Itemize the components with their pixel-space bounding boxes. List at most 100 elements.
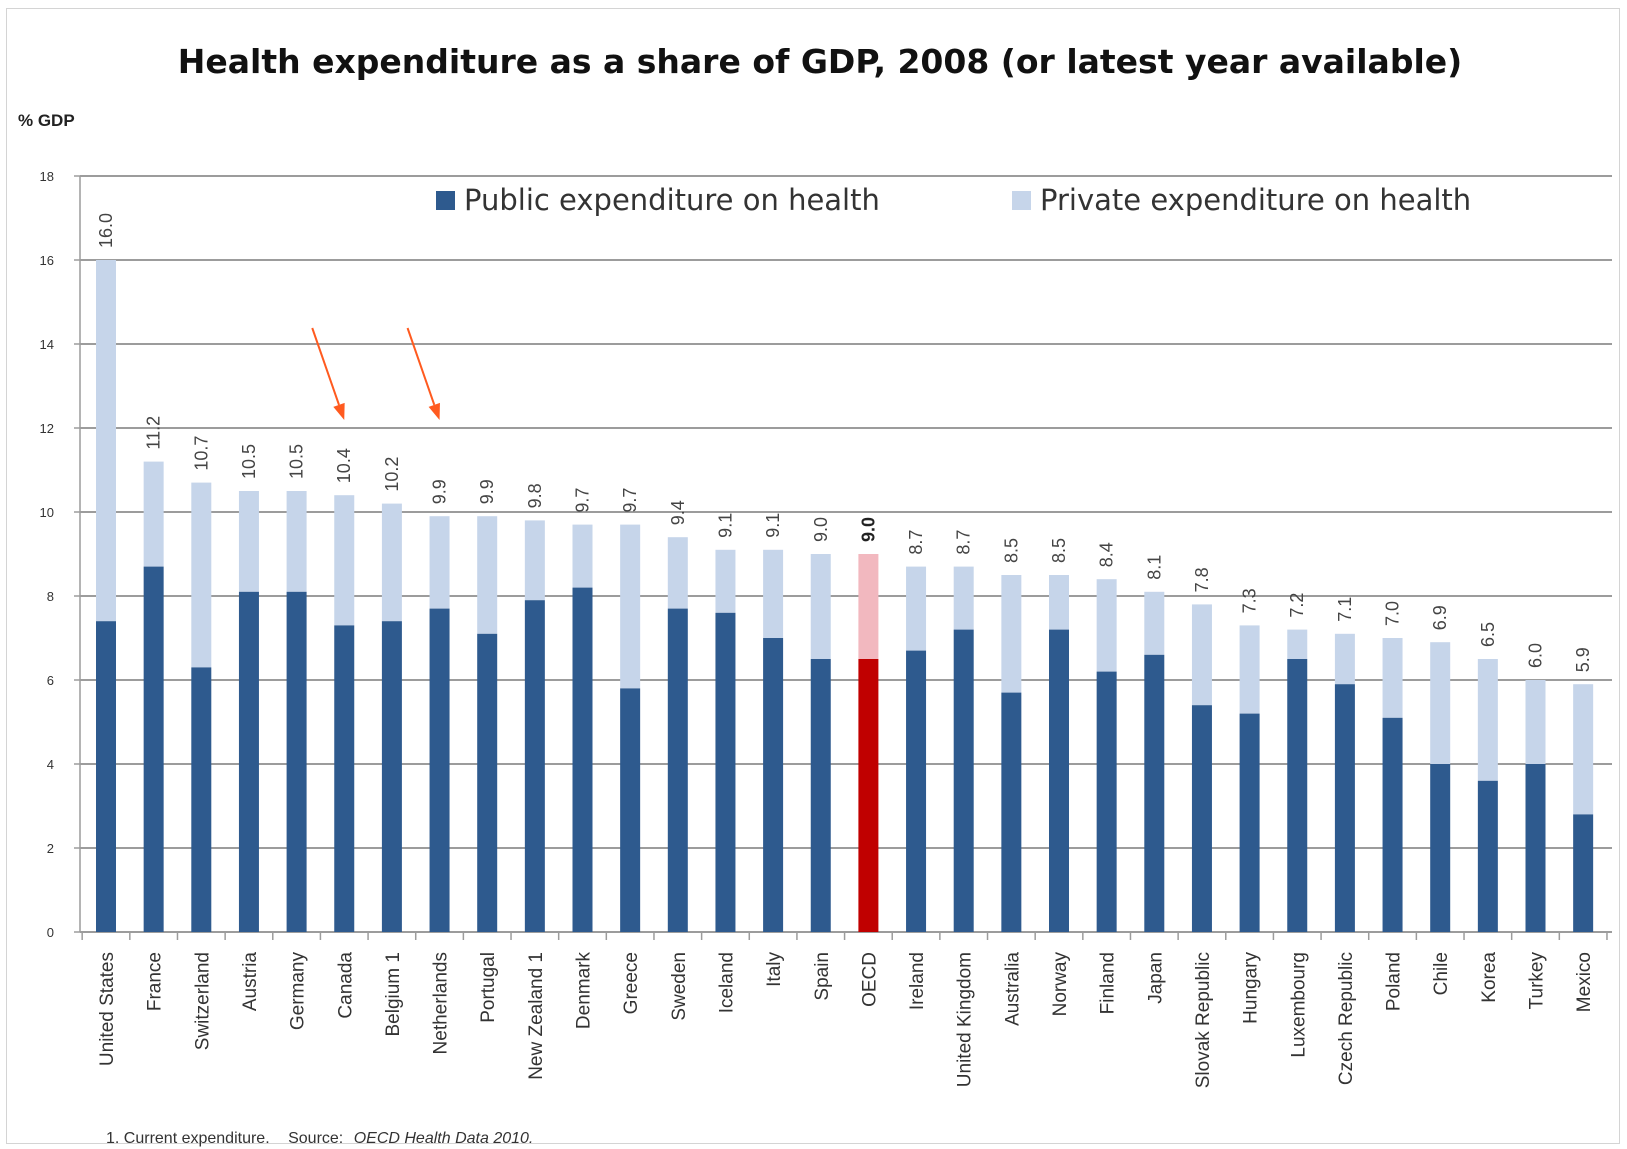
bar-private-austria (238, 491, 259, 592)
data-label-czech-republic: 7.1 (1335, 597, 1355, 622)
bar-private-ireland (906, 566, 927, 651)
data-label-new-zealand-1: 9.8 (525, 483, 545, 508)
gridlines (80, 175, 1612, 933)
data-label-united-kingdom: 8.7 (954, 530, 974, 555)
y-tick-label-5: 10 (40, 505, 54, 520)
bar-private-greece (620, 524, 641, 689)
bar-private-australia (1001, 575, 1022, 693)
data-label-norway: 8.5 (1049, 538, 1069, 563)
bar-private-norway (1049, 575, 1069, 630)
x-label-norway: Norway (1050, 952, 1071, 1017)
bar-public-germany (286, 591, 307, 932)
annotation-arrows (311, 327, 440, 420)
data-label-japan: 8.1 (1144, 555, 1164, 580)
bar-private-japan (1144, 591, 1165, 655)
data-labels: 16.0 11.2 10.7 10.5 10.5 10.4 10.2 9.9 9.9 9.8 9.7… (96, 213, 1593, 672)
bar-private-france (143, 461, 164, 567)
bar-private-united-kingdom (953, 566, 974, 630)
x-label-hungary: Hungary (1241, 952, 1262, 1024)
bar-public-oecd (858, 659, 879, 932)
x-label-austria: Austria (240, 952, 261, 1012)
data-label-spain: 9.0 (811, 517, 831, 542)
data-label-netherlands: 9.9 (430, 479, 450, 504)
bar-public-portugal (477, 633, 498, 932)
x-label-netherlands: Netherlands (431, 952, 452, 1054)
bar-private-oecd (858, 554, 879, 659)
data-label-france: 11.2 (144, 416, 164, 450)
legend-public-label: Public expenditure on health (464, 183, 880, 217)
x-label-chile: Chile (1431, 952, 1452, 995)
y-tick-label-3: 6 (47, 673, 54, 688)
y-tick-label-9: 18 (40, 169, 54, 184)
x-label-united-states: United States (97, 952, 118, 1066)
y-tick-label-6: 12 (40, 421, 54, 436)
y-axis-label: % GDP (18, 111, 75, 130)
bar-private-switzerland (191, 482, 212, 668)
bar-public-iceland (715, 612, 736, 932)
x-label-france: France (145, 952, 166, 1011)
x-label-oecd: OECD (859, 952, 880, 1007)
y-tick-label-0: 0 (47, 925, 54, 940)
bar-private-turkey (1525, 680, 1546, 764)
x-label-spain: Spain (812, 952, 833, 1001)
arrow-head-netherlands (428, 402, 440, 420)
bar-public-czech-republic (1334, 684, 1355, 932)
bar-private-chile (1430, 642, 1451, 764)
y-axis-ticks: 0 2 4 6 8 10 12 14 16 18 (40, 169, 81, 940)
bar-private-sweden (667, 537, 688, 609)
bar-public-united-kingdom (953, 629, 974, 932)
data-label-chile: 6.9 (1430, 605, 1450, 630)
bar-private-netherlands (429, 516, 450, 609)
bar-public-japan (1144, 654, 1165, 932)
x-label-finland: Finland (1098, 952, 1119, 1014)
data-label-australia: 8.5 (1001, 538, 1021, 563)
x-label-slovak-republic: Slovak Republic (1193, 952, 1214, 1088)
legend-private-swatch (1012, 191, 1031, 210)
x-label-poland: Poland (1384, 952, 1405, 1011)
data-label-belgium-1: 10.2 (382, 457, 402, 492)
data-label-turkey: 6.0 (1526, 643, 1546, 668)
bar-public-chile (1430, 764, 1451, 932)
bar-private-denmark (572, 524, 593, 588)
data-label-oecd: 9.0 (858, 517, 878, 542)
data-label-slovak-republic: 7.8 (1192, 567, 1212, 592)
x-label-new-zealand-1: New Zealand 1 (526, 952, 547, 1080)
bar-private-belgium-1 (381, 503, 402, 622)
x-label-belgium-1: Belgium 1 (383, 952, 404, 1037)
data-label-austria: 10.5 (239, 444, 259, 479)
bar-public-switzerland (191, 667, 212, 932)
footnote-note: 1. Current expenditure. (106, 1130, 270, 1147)
bar-public-slovak-republic (1191, 705, 1212, 932)
footnote-source-title: OECD Health Data 2010. (354, 1130, 534, 1147)
footnote-source-label: Source: (288, 1130, 343, 1147)
x-label-australia: Australia (1002, 952, 1023, 1026)
y-tick-label-4: 8 (47, 589, 54, 604)
data-label-denmark: 9.7 (573, 488, 593, 513)
bar-public-united-states (96, 621, 116, 932)
bar-public-austria (238, 591, 259, 932)
data-label-greece: 9.7 (620, 488, 640, 513)
bar-private-luxembourg (1287, 629, 1308, 659)
bar-private-spain (810, 554, 831, 659)
bar-private-italy (763, 549, 784, 638)
bar-public-denmark (572, 587, 593, 932)
bar-private-hungary (1239, 625, 1260, 714)
x-label-canada: Canada (335, 952, 356, 1019)
data-label-portugal: 9.9 (477, 479, 497, 504)
x-label-switzerland: Switzerland (192, 952, 213, 1050)
bar-public-ireland (906, 650, 927, 932)
data-label-ireland: 8.7 (906, 530, 926, 555)
x-label-united-kingdom: United Kingdom (955, 952, 976, 1087)
legend-public-swatch (436, 191, 455, 210)
bar-private-germany (286, 491, 307, 592)
y-tick-label-8: 16 (40, 253, 54, 268)
y-tick-label-2: 4 (47, 757, 54, 772)
x-label-japan: Japan (1145, 952, 1166, 1004)
legend-private-label: Private expenditure on health (1040, 183, 1471, 217)
bar-public-italy (763, 638, 784, 932)
data-label-italy: 9.1 (763, 513, 783, 538)
data-label-mexico: 5.9 (1573, 647, 1593, 672)
bar-public-netherlands (429, 608, 450, 932)
bar-private-czech-republic (1334, 633, 1355, 685)
